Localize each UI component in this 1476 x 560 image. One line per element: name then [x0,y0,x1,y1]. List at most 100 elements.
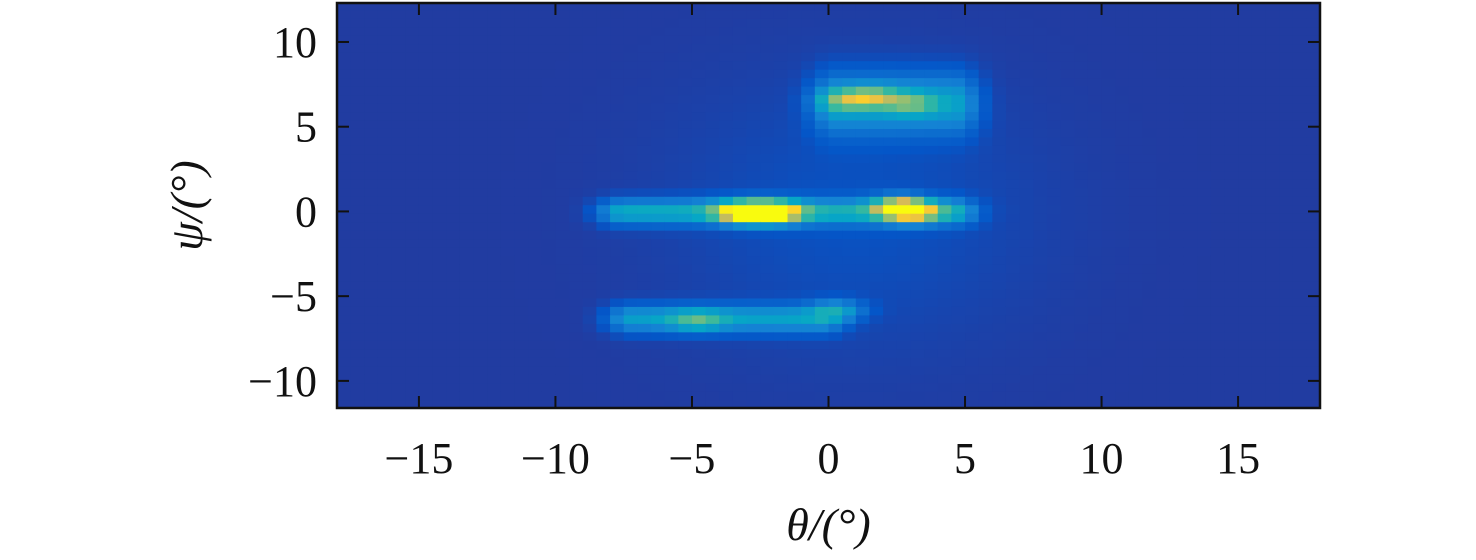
heatmap-cell [459,60,475,70]
heatmap-cell [842,69,857,79]
heatmap-cell [1156,9,1171,19]
heatmap-cell [514,247,529,257]
heatmap-cell [364,331,379,341]
heatmap-cell [391,280,406,290]
heatmap-cell [610,187,625,197]
heatmap-cell [541,153,557,163]
heatmap-cell [337,145,352,155]
heatmap-cell [1128,365,1144,375]
heatmap-cell [1197,18,1212,28]
heatmap-cell [1005,306,1021,316]
heatmap-cell [910,179,925,189]
heatmap-cell [678,18,693,28]
heatmap-cell [678,272,693,282]
heatmap-cell [391,374,406,384]
heatmap-cell [1128,86,1144,96]
heatmap-cell [869,153,884,163]
heatmap-cell [1197,9,1212,19]
heatmap-cell [978,69,993,79]
heatmap-cell [432,247,447,257]
heatmap-cell [855,348,871,358]
heatmap-cell [555,289,570,299]
heatmap-cell [937,111,952,121]
heatmap-cell [896,399,912,409]
heatmap-cell [1046,204,1062,214]
heatmap-cell [773,365,789,375]
heatmap-cell [377,399,393,409]
heatmap-cell [432,323,447,333]
heatmap-cell [555,399,570,409]
heatmap-cell [1142,136,1157,146]
heatmap-cell [1224,382,1239,392]
heatmap-cell [760,43,775,53]
heatmap-cell [801,77,816,87]
heatmap-cell [1169,153,1185,163]
heatmap-cell [732,340,748,350]
heatmap-cell [1238,280,1253,290]
heatmap-cell [1074,399,1089,409]
heatmap-cell [1169,247,1185,257]
heatmap-cell [1005,136,1021,146]
heatmap-cell [1279,52,1294,62]
heatmap-cell [678,263,693,274]
heatmap-cell [787,94,802,104]
heatmap-cell [814,247,830,257]
heatmap-cell [746,77,761,87]
heatmap-cell [937,187,952,197]
heatmap-cell [1033,94,1048,104]
heatmap-cell [569,94,584,104]
heatmap-cell [350,263,365,274]
heatmap-cell [951,196,966,206]
heatmap-cell [883,306,898,316]
heatmap-cell [1074,374,1089,384]
heatmap-cell [1224,69,1239,79]
heatmap-cell [1238,263,1253,274]
heatmap-cell [705,204,720,214]
heatmap-cell [637,340,652,350]
heatmap-cell [664,391,679,401]
heatmap-cell [760,399,775,409]
heatmap-cell [1074,35,1089,45]
heatmap-cell [1156,18,1171,28]
heatmap-cell [732,153,748,163]
heatmap-cell [1060,60,1075,70]
heatmap-cell [883,77,898,87]
heatmap-cell [459,18,475,28]
heatmap-cell [746,323,761,333]
heatmap-cell [364,69,379,79]
heatmap-cell [1046,331,1062,341]
heatmap-cell [651,111,666,121]
heatmap-cell [364,145,379,155]
heatmap-cell [391,306,406,316]
heatmap-cell [528,357,543,367]
heatmap-cell [760,348,775,358]
heatmap-cell [855,43,871,53]
heatmap-cell [391,43,406,53]
heatmap-cell [1046,9,1062,19]
heatmap-cell [1033,263,1048,274]
heatmap-cell [760,391,775,401]
heatmap-cell [350,26,365,36]
heatmap-cell [678,153,693,163]
heatmap-cell [1101,348,1116,358]
heatmap-cell [1279,297,1294,307]
heatmap-cell [1169,230,1185,240]
heatmap-cell [801,382,816,392]
heatmap-cell [446,374,461,384]
heatmap-cell [446,340,461,350]
heatmap-cell [965,357,980,367]
heatmap-cell [473,314,488,324]
heatmap-cell [1019,399,1034,409]
heatmap-cell [1210,255,1226,265]
heatmap-cell [1183,52,1198,62]
heatmap-cell [569,331,584,341]
heatmap-cell [1279,238,1294,248]
heatmap-cell [828,204,843,214]
heatmap-cell [1156,145,1171,155]
heatmap-cell [1142,247,1157,257]
heatmap-cell [500,204,516,214]
heatmap-cell [596,136,611,146]
heatmap-cell [500,289,516,299]
heatmap-cell [1074,145,1089,155]
heatmap-cell [992,3,1007,11]
